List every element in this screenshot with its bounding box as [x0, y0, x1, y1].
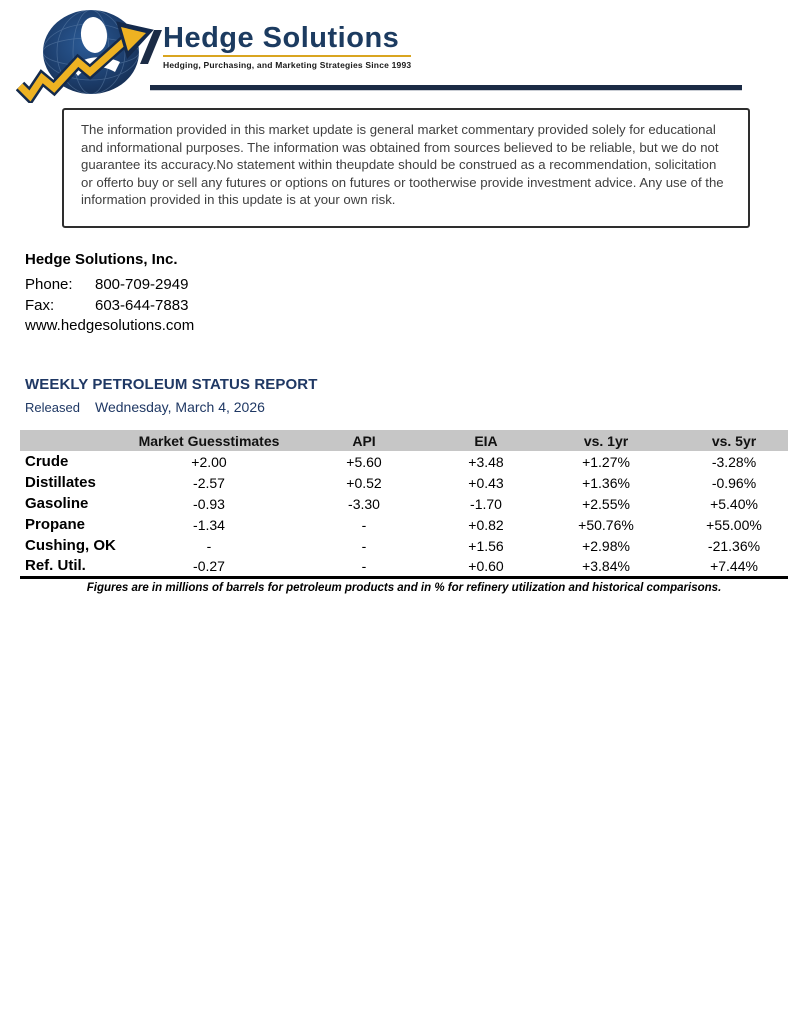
company-name: Hedge Solutions, Inc.: [25, 251, 178, 268]
petroleum-status-table: Market Guesstimates API EIA vs. 1yr vs. …: [20, 430, 788, 579]
cell-value: -: [288, 556, 440, 579]
row-label: Crude: [25, 453, 69, 470]
logo-gold-rule: [163, 55, 411, 57]
cell-value: -: [206, 537, 212, 554]
cell-value: -0.27: [130, 556, 288, 579]
cell-value: +3.48: [468, 453, 504, 470]
cell-value: -3.30: [348, 495, 380, 512]
cell-value: +2.00: [191, 453, 227, 470]
header-eia: EIA: [440, 430, 532, 451]
table-row-distillates: Distillates -2.57 +0.52 +0.43 +1.36% -0.…: [20, 472, 788, 493]
cell-value: -1.70: [470, 495, 502, 512]
person-head: [80, 17, 108, 53]
trend-arrowhead: [121, 27, 146, 51]
released-date: Wednesday, March 4, 2026: [95, 399, 265, 415]
header-market-guesstimates: Market Guesstimates: [130, 430, 288, 451]
cell-value: +1.27%: [582, 453, 630, 470]
table-footnote: Figures are in millions of barrels for p…: [86, 582, 722, 594]
row-label: Distillates: [25, 474, 96, 491]
cell-value: +55.00%: [706, 516, 762, 533]
cell-value: +50.76%: [578, 516, 634, 533]
header-blank-cell: [20, 430, 130, 451]
logo-slash: [140, 30, 162, 64]
cell-value: +2.55%: [582, 495, 630, 512]
website-url: www.hedgesolutions.com: [25, 317, 195, 334]
cell-value: -3.28%: [711, 453, 757, 470]
cell-value: -: [361, 537, 367, 554]
cell-value: +5.40%: [710, 495, 758, 512]
cell-value: -: [361, 516, 367, 533]
cell-value: -21.36%: [707, 537, 761, 554]
header-api: API: [288, 430, 440, 451]
logo-tagline: Hedging, Purchasing, and Marketing Strat…: [163, 60, 412, 70]
cell-value: +1.56: [468, 537, 504, 554]
released-row: Released Wednesday, March 4, 2026: [25, 399, 317, 417]
cell-value: +1.36%: [582, 474, 630, 491]
phone-row: Phone: 800-709-2949: [25, 275, 194, 296]
row-label: Cushing, OK: [25, 537, 116, 554]
table-row-gasoline: Gasoline -0.93 -3.30 -1.70 +2.55% +5.40%: [20, 493, 788, 514]
header: Hedge Solutions Hedging, Purchasing, and…: [0, 0, 800, 105]
report-heading-block: WEEKLY PETROLEUM STATUS REPORT Released W…: [25, 376, 317, 417]
fax-row: Fax: 603-644-7883: [25, 296, 194, 317]
table-header-row: Market Guesstimates API EIA vs. 1yr vs. …: [20, 430, 788, 451]
phone-label: Phone:: [25, 276, 73, 293]
cell-value: +0.82: [468, 516, 504, 533]
table-row-cushing-ok: Cushing, OK - - +1.56 +2.98% -21.36%: [20, 535, 788, 556]
fax-label: Fax:: [25, 296, 55, 314]
phone-number: 800-709-2949: [95, 276, 189, 293]
contact-block: Hedge Solutions, Inc. Phone: 800-709-2949…: [25, 251, 194, 337]
released-label: Released: [25, 400, 80, 415]
table-row-propane: Propane -1.34 - +0.82 +50.76% +55.00%: [20, 514, 788, 535]
row-label: Gasoline: [25, 495, 89, 512]
cell-value: +0.43: [468, 474, 504, 491]
row-label: Propane: [25, 516, 86, 533]
header-navy-bar: [150, 85, 742, 91]
disclaimer-text: The information provided in this market …: [81, 122, 724, 207]
cell-value: +0.60: [440, 556, 532, 579]
cell-value: -1.34: [193, 516, 225, 533]
row-label: Ref. Util.: [20, 556, 130, 579]
header-vs-5yr: vs. 5yr: [680, 430, 788, 451]
cell-value: +0.52: [346, 474, 382, 491]
cell-value: -0.93: [193, 495, 225, 512]
cell-value: +2.98%: [582, 537, 630, 554]
cell-value: +3.84%: [532, 556, 680, 579]
cell-value: -2.57: [193, 474, 225, 491]
header-vs-1yr: vs. 1yr: [532, 430, 680, 451]
cell-value: +5.60: [346, 453, 382, 470]
logo-title: Hedge Solutions: [163, 22, 400, 54]
report-title: WEEKLY PETROLEUM STATUS REPORT: [25, 376, 318, 393]
cell-value: -0.96%: [711, 474, 757, 491]
table-row-crude: Crude +2.00 +5.60 +3.48 +1.27% -3.28%: [20, 451, 788, 472]
fax-number: 603-644-7883: [95, 296, 189, 314]
cell-value: +7.44%: [680, 556, 788, 579]
hedge-solutions-logo-icon: [16, 10, 162, 103]
trend-arrow: [17, 35, 131, 102]
disclaimer-box: The information provided in this market …: [62, 108, 750, 228]
table-row-ref-util: Ref. Util. -0.27 - +0.60 +3.84% +7.44%: [20, 556, 788, 579]
